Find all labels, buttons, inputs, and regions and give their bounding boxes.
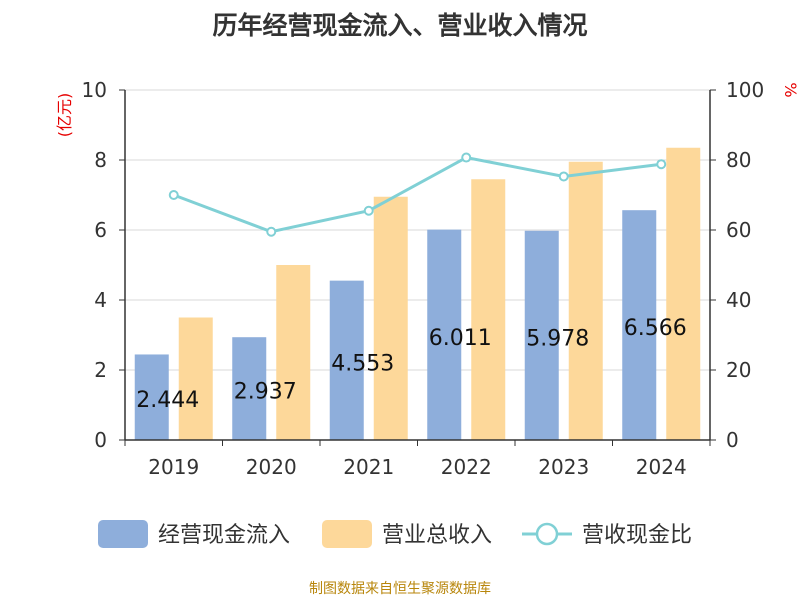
cash-inflow-data-label: 2.937 xyxy=(234,380,297,405)
left-tick-label: 4 xyxy=(94,288,107,312)
cash-inflow-data-label: 4.553 xyxy=(331,351,394,376)
legend-swatch-revenue xyxy=(322,520,372,548)
right-tick-label: 60 xyxy=(726,218,751,242)
data-labels: 2.444 2.937 4.553 6.011 5.978 6.566 xyxy=(136,316,686,413)
left-tick-label: 0 xyxy=(94,428,107,452)
left-axis-unit: (亿元) xyxy=(55,93,74,138)
cash-inflow-bar xyxy=(232,337,267,440)
legend-label: 营业总收入 xyxy=(382,523,492,548)
legend-label: 营收现金比 xyxy=(582,523,692,548)
cash-inflow-bar xyxy=(622,210,657,440)
cash-inflow-bar xyxy=(329,280,364,440)
legend-swatch-ratio-marker xyxy=(535,522,559,546)
cash-inflow-data-label: 2.444 xyxy=(136,388,199,413)
revenue-bar xyxy=(568,161,603,440)
ratio-line-path xyxy=(173,155,662,234)
chart-title: 历年经营现金流入、营业收入情况 xyxy=(212,11,588,40)
right-axis-unit: % xyxy=(781,82,800,97)
left-tick-label: 2 xyxy=(94,358,107,382)
revenue-bar xyxy=(666,147,701,440)
x-tick-label: 2019 xyxy=(148,455,199,479)
bars xyxy=(134,147,701,440)
right-tick-label: 100 xyxy=(726,78,764,102)
legend: 经营现金流入 营业总收入 营收现金比 xyxy=(98,520,692,548)
left-tick-label: 8 xyxy=(94,148,107,172)
ratio-point xyxy=(461,152,472,163)
right-tick-label: 0 xyxy=(726,428,739,452)
cash-inflow-bar xyxy=(427,229,462,440)
revenue-bar xyxy=(373,196,408,440)
right-tick-label: 20 xyxy=(726,358,751,382)
left-tick-label: 6 xyxy=(94,218,107,242)
cash-inflow-bar xyxy=(524,230,559,440)
x-tick-label: 2021 xyxy=(343,455,394,479)
x-tick-label: 2020 xyxy=(246,455,297,479)
right-tick-label: 40 xyxy=(726,288,751,312)
ratio-line xyxy=(168,152,667,237)
cash-inflow-data-label: 6.011 xyxy=(429,326,492,351)
x-tick-label: 2023 xyxy=(538,455,589,479)
cash-inflow-data-label: 5.978 xyxy=(526,326,589,351)
revenue-bar xyxy=(471,179,506,440)
source-note: 制图数据来自恒生聚源数据库 xyxy=(309,581,491,597)
ratio-point xyxy=(266,226,277,237)
x-tick-label: 2022 xyxy=(441,455,492,479)
cash-inflow-data-label: 6.566 xyxy=(624,316,687,341)
revenue-bar xyxy=(276,265,311,440)
legend-label: 经营现金流入 xyxy=(158,523,290,548)
cash-inflow-bar xyxy=(134,354,169,440)
revenue-bar xyxy=(178,317,213,440)
ratio-point xyxy=(363,205,374,216)
ratio-point xyxy=(656,159,667,170)
ratio-point xyxy=(558,171,569,182)
ratio-point xyxy=(168,190,179,200)
right-tick-label: 80 xyxy=(726,148,751,172)
x-tick-label: 2024 xyxy=(636,455,687,479)
legend-swatch-cash-inflow xyxy=(98,520,148,548)
left-tick-label: 10 xyxy=(82,78,107,102)
